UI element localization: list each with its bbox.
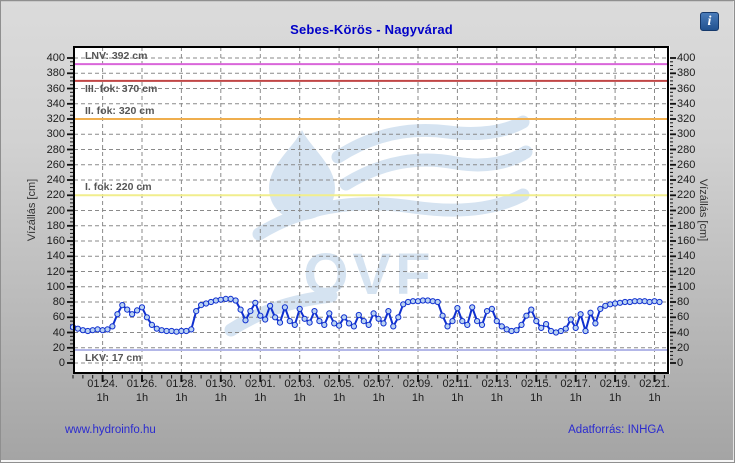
x-sub-label: 1h [569,392,582,404]
y-tick-label-right: 320 [677,113,696,125]
x-tick-label: 02.21. [639,378,670,390]
x-sub-label: 1h [332,392,346,404]
x-sub-label: 1h [411,392,425,404]
x-tick-label: 02.19. [599,378,631,390]
x-sub-label: 1h [254,392,267,404]
watermark-text: OVF [303,242,434,307]
x-sub-label: 1h [175,392,188,404]
y-tick-label-left: 240 [46,174,65,186]
y-tick-label-right: 40 [677,326,690,339]
x-tick-label: 02.07. [363,378,394,390]
data-points [69,295,663,336]
y-axis-title-right: Vízállás [cm] [697,178,709,242]
y-tick-label-right: 80 [677,296,690,308]
y-tick-label-right: 340 [677,97,696,110]
x-tick-label: 01.24. [87,378,118,390]
reference-line-label: II. fok: 320 cm [85,105,155,117]
y-tick-label-right: 260 [677,158,696,171]
plot-border [73,46,669,374]
y-tick-label-left: 0 [58,357,65,369]
y-tick-label-left: 200 [46,204,65,217]
x-tick-label: 01.30. [205,378,237,390]
x-tick-label: 01.28. [166,378,197,390]
y-tick-label-right: 20 [677,341,690,354]
x-tick-label: 02.05. [323,378,355,390]
y-tick-label-left: 380 [46,67,65,80]
y-tick-label-left: 320 [46,113,65,125]
x-tick-label: 02.15. [521,378,552,390]
x-sub-label: 1h [214,392,227,404]
y-tick-label-right: 300 [677,128,696,141]
info-icon[interactable]: i [700,12,719,31]
y-tick-label-right: 200 [677,204,696,217]
x-sub-label: 1h [530,392,543,404]
y-tick-label-right: 140 [677,250,696,263]
plot-background [73,46,670,374]
watermark-wave [339,145,533,191]
y-tick-label-right: 400 [677,52,696,64]
y-tick-label-left: 40 [52,326,65,339]
y-tick-label-left: 260 [46,158,65,171]
y-tick-label-left: 220 [46,189,65,202]
x-sub-label: 1h [135,392,149,404]
y-tick-label-left: 300 [46,128,65,141]
watermark-wave [252,188,530,241]
y-tick-label-left: 80 [52,296,65,308]
y-tick-label-right: 120 [677,265,696,278]
data-source-link[interactable]: Adatforrás: INHGA [568,424,664,436]
x-sub-label: 1h [96,392,109,404]
y-tick-label-left: 60 [52,311,65,324]
y-tick-label-left: 100 [46,280,65,293]
x-tick-label: 02.09. [402,378,434,390]
y-tick-label-right: 360 [677,82,696,95]
y-tick-label-left: 140 [46,250,65,263]
y-tick-label-left: 180 [46,219,65,232]
reference-line-label: LKV: 17 cm [85,352,142,364]
x-tick-label: 02.17. [560,378,591,390]
y-tick-label-right: 220 [677,189,696,202]
gridlines [74,47,668,372]
watermark-drop-icon [269,130,335,220]
x-sub-label: 1h [372,392,385,404]
axis-ticks [67,57,676,382]
y-tick-label-left: 400 [46,52,65,64]
x-tick-label: 01.26. [126,378,158,390]
x-tick-label: 02.03. [284,378,315,390]
x-sub-label: 1h [451,392,464,404]
watermark-wave [331,115,530,164]
watermark: OVF [224,115,533,337]
x-sub-label: 1h [648,392,661,404]
x-tick-label: 02.11. [442,378,473,390]
y-tick-label-left: 360 [46,82,65,95]
y-tick-label-right: 0 [677,357,684,369]
y-tick-label-right: 380 [677,67,696,80]
x-tick-label: 02.13. [481,378,513,390]
data-line [72,297,660,334]
x-tick-label: 02.01. [245,378,276,390]
y-tick-label-right: 60 [677,311,690,324]
y-tick-label-right: 280 [677,143,696,156]
watermark-wave [224,289,338,337]
y-tick-label-right: 100 [677,280,696,293]
y-tick-label-left: 160 [46,235,65,247]
y-tick-label-left: 280 [46,143,65,156]
y-tick-label-right: 160 [677,235,696,247]
y-tick-label-left: 20 [52,341,65,354]
y-tick-label-left: 340 [46,97,65,110]
hydroinfo-link[interactable]: www.hydroinfo.hu [65,424,156,436]
chart-title: Sebes-Körös - Nagyvárad [290,22,453,37]
reference-line-label: III. fok: 370 cm [85,82,158,95]
y-axis-title-left: Vízállás [cm] [26,178,38,242]
reference-line-label: LNV: 392 cm [85,50,148,63]
x-sub-label: 1h [608,392,622,404]
y-tick-label-right: 240 [677,174,696,186]
y-tick-label-right: 180 [677,219,696,232]
y-tick-label-left: 120 [46,265,65,278]
reference-line-label: I. fok: 220 cm [85,181,152,194]
x-sub-label: 1h [490,392,503,404]
x-sub-label: 1h [293,392,306,404]
